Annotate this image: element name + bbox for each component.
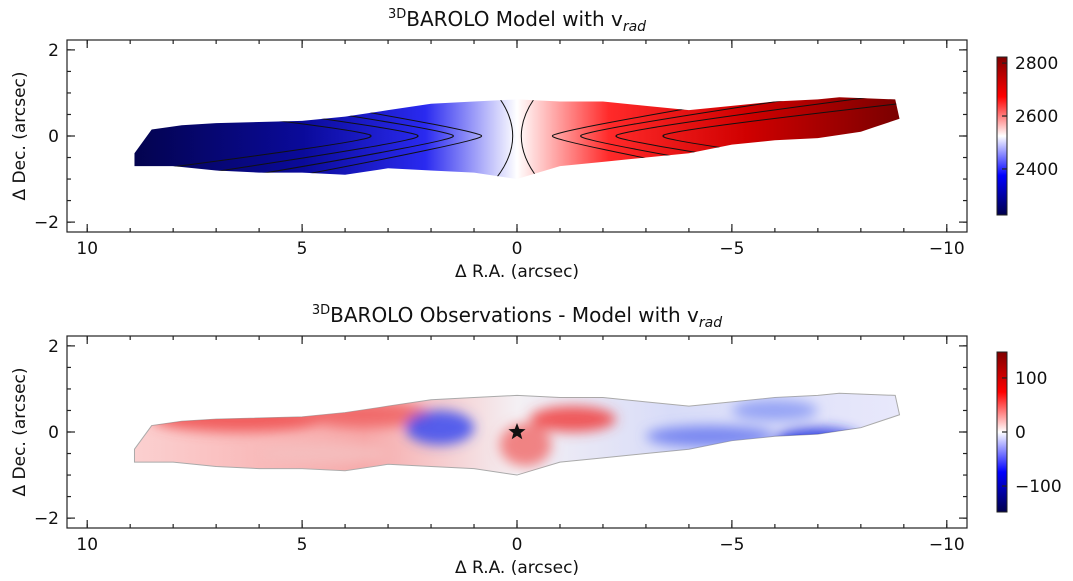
x-axis-label: Δ R.A. (arcsec): [455, 558, 579, 578]
x-axis-label: Δ R.A. (arcsec): [455, 262, 579, 282]
panel: 10 5 0 −5 −10 −2 0 2 Δ R.A. (arcsec) Δ Dec. (arcs…: [10, 303, 1062, 578]
colorbar-tick-label: 2400: [1015, 160, 1058, 180]
patch: [731, 399, 818, 422]
x-tick-label: −5: [719, 535, 744, 555]
x-tick-label: −10: [929, 535, 965, 555]
x-tick-label: −10: [929, 239, 965, 259]
title-main: BAROLO Observations - Model with v: [330, 303, 699, 327]
panel: 10 5 0 −5 −10 −2 0 2 Δ R.A. (arcsec) Δ Dec. (arcs…: [10, 7, 1058, 282]
patch: [151, 406, 324, 432]
patch: [499, 423, 552, 467]
chart-title: 3DBAROLO Model with vrad: [388, 7, 646, 35]
contour: [520, 97, 539, 180]
patch: [405, 410, 475, 445]
x-tick-label: 10: [76, 535, 98, 555]
title-main: BAROLO Model with v: [406, 7, 623, 31]
velocity-map: [134, 97, 900, 180]
title-subscript: rad: [699, 315, 722, 331]
title-subscript: rad: [623, 19, 646, 35]
chart-title: 3DBAROLO Observations - Model with vrad: [312, 303, 722, 331]
contour: [280, 97, 483, 180]
colorbar-tick-label: 2600: [1015, 107, 1058, 127]
patch: [529, 406, 616, 432]
colorbar-tick-label: 0: [1015, 423, 1026, 443]
patch: [645, 425, 775, 448]
colorbar-tick-label: 2800: [1015, 54, 1058, 74]
y-tick-label: −2: [34, 509, 59, 529]
y-tick-label: 2: [48, 337, 59, 357]
y-tick-label: 0: [48, 423, 59, 443]
x-tick-label: 5: [297, 239, 308, 259]
y-tick-label: −2: [34, 213, 59, 233]
colorbar: [996, 56, 1008, 216]
patch: [259, 442, 389, 465]
patch: [774, 427, 861, 454]
star-marker: [508, 423, 526, 440]
y-axis-label: Δ Dec. (arcsec): [10, 367, 30, 496]
y-tick-label: 0: [48, 127, 59, 147]
title-superscript: 3D: [388, 7, 406, 22]
y-axis-label: Δ Dec. (arcsec): [10, 71, 30, 200]
x-tick-label: 5: [297, 535, 308, 555]
y-tick-label: 2: [48, 41, 59, 61]
contour: [495, 97, 514, 180]
x-tick-label: −5: [719, 239, 744, 259]
x-tick-label: 0: [512, 239, 523, 259]
colorbar-tick-label: −100: [1015, 477, 1062, 497]
colorbar-tick-label: 100: [1015, 369, 1047, 389]
x-tick-label: 10: [76, 239, 98, 259]
x-tick-label: 0: [512, 535, 523, 555]
title-superscript: 3D: [312, 303, 330, 318]
